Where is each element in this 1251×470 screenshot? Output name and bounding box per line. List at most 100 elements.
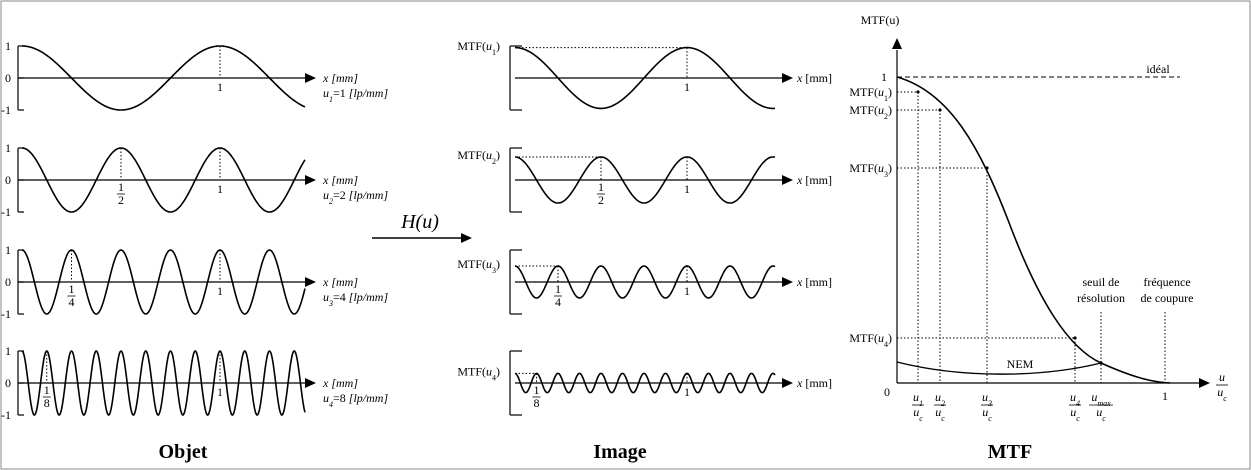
text-part: [lp/mm] <box>349 86 389 100</box>
text-part: 3 <box>987 399 992 408</box>
text-part: MTF( <box>457 364 486 378</box>
axis-label: x [mm] <box>322 71 358 85</box>
text-part: c <box>1102 414 1106 423</box>
wave <box>21 249 306 315</box>
mtf-label: MTF(u4) <box>849 331 892 349</box>
text-part: c <box>1223 394 1227 403</box>
nem-curve <box>896 361 1102 375</box>
text-part: u <box>913 390 919 404</box>
y-label: 0 <box>5 275 11 289</box>
text-part: x <box>796 275 803 289</box>
y-label: 0 <box>5 71 11 85</box>
wave <box>514 372 776 394</box>
x-tick-label: 1 <box>217 182 223 196</box>
text-part: 3 <box>884 170 888 179</box>
point <box>985 166 989 170</box>
arrow-head <box>305 175 316 185</box>
text-part: [mm] <box>331 376 358 390</box>
text-part: u <box>323 188 329 202</box>
text-part: [mm] <box>805 71 832 85</box>
text-part: 2 <box>941 399 945 408</box>
axis-label: x [mm] <box>796 376 832 390</box>
text-part: ) <box>496 257 500 271</box>
fraction-den: uc <box>1217 385 1227 403</box>
axis-label: x [mm] <box>796 275 832 289</box>
text-part: ) <box>888 331 892 345</box>
text-part: ) <box>496 148 500 162</box>
axis-label: x [mm] <box>322 376 358 390</box>
text-part: ) <box>496 39 500 53</box>
mtf-label: MTF(u2) <box>849 103 892 121</box>
axis-label: x [mm] <box>322 173 358 187</box>
wave <box>22 45 306 111</box>
x-label: 1 <box>1162 389 1168 403</box>
text-part: c <box>988 414 992 423</box>
text-part: ) <box>888 161 892 175</box>
text-part: MTF( <box>457 39 486 53</box>
text-part: =2 <box>333 188 346 202</box>
mtf-label: MTF(u4) <box>457 364 500 382</box>
text-part: 1 <box>329 95 333 104</box>
arrow-head <box>305 277 316 287</box>
y-label: -1 <box>1 408 11 422</box>
text-part: =4 <box>333 290 346 304</box>
arrow-head <box>782 277 793 287</box>
text-part: [mm] <box>331 173 358 187</box>
text-part: u <box>878 103 884 117</box>
text-part: 1 <box>919 399 923 408</box>
arrow-head <box>305 378 316 388</box>
text-part: u <box>486 364 492 378</box>
arrow-head <box>782 175 793 185</box>
text-part: 4 <box>1076 399 1080 408</box>
wave <box>515 156 776 204</box>
panel-title: Image <box>593 441 646 463</box>
y-label: 1 <box>5 243 11 257</box>
text-part: [mm] <box>805 275 832 289</box>
transfer-label: H(u) <box>400 211 439 233</box>
text-part: MTF( <box>849 85 878 99</box>
text-part: 4 <box>884 340 888 349</box>
fraction-den: uc <box>913 405 923 423</box>
fraction-num: 1 <box>534 383 540 397</box>
y-label: -1 <box>1 205 11 219</box>
text-part: ) <box>888 85 892 99</box>
text-part: 1 <box>492 48 496 57</box>
y-label: 1 <box>881 70 887 84</box>
text-part: c <box>941 414 945 423</box>
text-part: u <box>1219 370 1225 384</box>
fraction-num: u <box>1219 370 1225 384</box>
text-part: x <box>796 173 803 187</box>
text-part: u <box>323 391 329 405</box>
seuil-label: seuil de <box>1083 275 1120 289</box>
text-part: 2 <box>329 197 333 206</box>
text-part: [mm] <box>805 173 832 187</box>
text-part: x <box>322 71 329 85</box>
text-part: u <box>486 148 492 162</box>
panel-title: MTF <box>988 441 1032 463</box>
frequency-label: u2=2 [lp/mm] <box>323 188 388 206</box>
text-part: u <box>323 86 329 100</box>
point <box>916 90 920 94</box>
text-part: MTF( <box>457 257 486 271</box>
text-part: MTF( <box>849 103 878 117</box>
arrow-head <box>782 73 793 83</box>
x-tick-label: 1 <box>217 284 223 298</box>
wave <box>515 46 776 110</box>
point <box>1099 361 1103 365</box>
y-label: 1 <box>5 39 11 53</box>
text-part: max <box>1097 399 1111 408</box>
axis-label: x [mm] <box>322 275 358 289</box>
fraction-den: uc <box>935 405 945 423</box>
coupure-label: de coupure <box>1141 291 1194 305</box>
x-tick-label: 1 <box>217 80 223 94</box>
text-part: u <box>878 85 884 99</box>
fraction-den: uc <box>1096 405 1106 423</box>
fraction-num: 1 <box>598 180 604 194</box>
fraction-den: uc <box>982 405 992 423</box>
text-part: [mm] <box>805 376 832 390</box>
text-part: ) <box>888 103 892 117</box>
text-part: MTF( <box>849 161 878 175</box>
x-tick-label: 1 <box>684 80 690 94</box>
fraction-den: 2 <box>118 193 124 207</box>
